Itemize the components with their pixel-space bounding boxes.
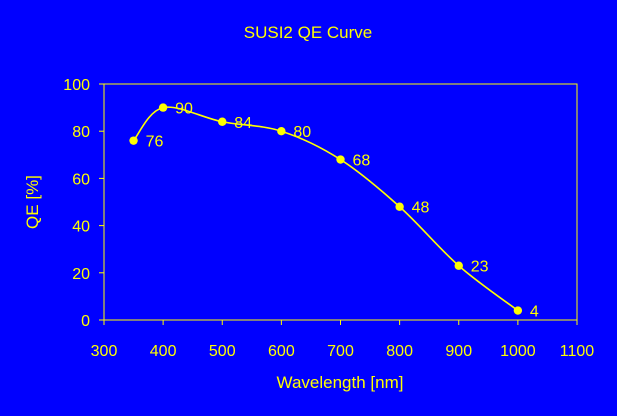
plot-area-frame — [103, 83, 578, 321]
x-axis-label: Wavelength [nm] — [277, 373, 404, 392]
x-tick-label: 900 — [445, 343, 472, 360]
data-label: 80 — [293, 124, 311, 141]
x-tick-label: 300 — [91, 343, 118, 360]
x-tick-label: 600 — [268, 343, 295, 360]
data-label: 4 — [530, 304, 539, 321]
data-point — [218, 117, 227, 126]
y-tick-label: 40 — [72, 219, 90, 236]
x-tick-label: 800 — [386, 343, 413, 360]
data-point — [277, 127, 286, 136]
data-point — [454, 261, 463, 270]
data-label: 90 — [175, 101, 193, 118]
data-point — [158, 103, 168, 112]
data-point — [129, 136, 138, 145]
y-tick-label: 80 — [72, 124, 90, 141]
data-point — [395, 202, 404, 211]
x-tick-label: 500 — [209, 343, 236, 360]
data-points — [129, 103, 523, 315]
y-tick-label: 0 — [81, 313, 90, 330]
data-label: 48 — [412, 200, 430, 217]
x-tick-label: 1000 — [500, 343, 536, 360]
x-tick-label: 700 — [327, 343, 354, 360]
data-label: 76 — [146, 134, 164, 151]
y-tick-label: 60 — [72, 171, 90, 188]
y-axis-label: QE [%] — [23, 175, 42, 229]
data-label: 68 — [353, 153, 371, 170]
x-tick-label: 1100 — [560, 343, 595, 360]
y-axis: 0 20 40 60 80 100 — [63, 77, 104, 330]
data-label: 84 — [234, 115, 252, 132]
qe-series-line — [132, 106, 519, 312]
x-tick-label: 400 — [150, 343, 177, 360]
data-point — [513, 306, 523, 315]
y-tick-label: 20 — [72, 266, 90, 283]
data-point — [336, 155, 345, 164]
y-tick-label: 100 — [63, 77, 90, 94]
data-labels: 76 90 84 80 68 48 23 4 — [146, 101, 539, 321]
chart-title: SUSI2 QE Curve — [244, 23, 373, 42]
x-axis: 300 400 500 600 700 800 900 1000 1100 — [91, 320, 595, 360]
data-label: 23 — [471, 259, 489, 276]
